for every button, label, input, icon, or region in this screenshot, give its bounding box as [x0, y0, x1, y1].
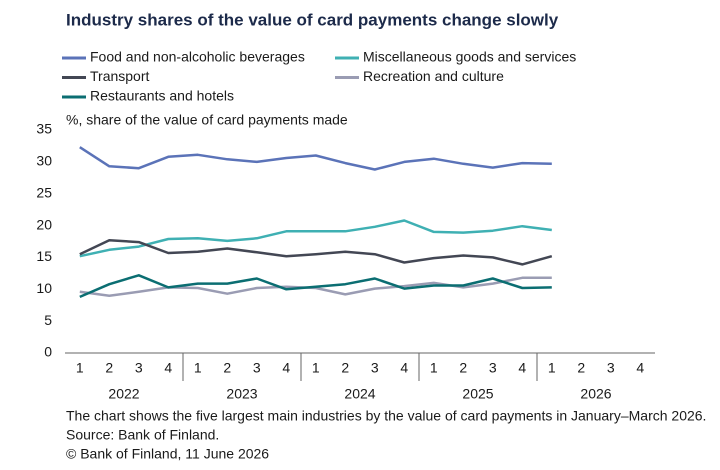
footnote: © Bank of Finland, 11 June 2026	[66, 446, 269, 462]
legend-label: Restaurants and hotels	[90, 88, 234, 104]
x-tick-label: 2	[105, 360, 113, 376]
series-line	[79, 238, 553, 266]
x-group-label: 2022	[108, 386, 139, 402]
x-tick-label: 4	[282, 360, 290, 376]
y-tick-label: 35	[36, 121, 52, 137]
y-tick-label: 0	[44, 344, 52, 360]
series-line	[79, 219, 552, 258]
x-tick-label: 2	[459, 360, 467, 376]
chart-title: Industry shares of the value of card pay…	[66, 10, 559, 29]
x-group-label: 2023	[226, 386, 257, 402]
x-tick-label: 1	[194, 360, 202, 376]
y-tick-label: 25	[36, 184, 52, 200]
x-tick-label: 1	[430, 360, 438, 376]
series-line	[79, 146, 552, 171]
legend-label: Food and non-alcoholic beverages	[90, 49, 305, 65]
x-group-label: 2026	[580, 386, 611, 402]
x-tick-label: 3	[371, 360, 379, 376]
legend-label: Transport	[90, 68, 150, 84]
series-line	[79, 274, 552, 299]
x-tick-label: 1	[76, 360, 84, 376]
x-tick-label: 4	[400, 360, 408, 376]
x-tick-label: 4	[518, 360, 526, 376]
footnote: Source: Bank of Finland.	[66, 427, 219, 443]
y-tick-label: 15	[36, 248, 52, 264]
x-tick-label: 3	[607, 360, 615, 376]
legend-label: Miscellaneous goods and services	[363, 49, 576, 65]
x-tick-label: 3	[489, 360, 497, 376]
x-tick-label: 1	[312, 360, 320, 376]
x-group-label: 2025	[462, 386, 493, 402]
x-tick-label: 3	[135, 360, 143, 376]
y-axis-label: %, share of the value of card payments m…	[66, 112, 348, 128]
legend-label: Recreation and culture	[363, 68, 504, 84]
y-tick-label: 10	[36, 280, 52, 296]
y-tick-label: 5	[44, 312, 52, 328]
x-tick-label: 4	[636, 360, 644, 376]
y-tick-label: 20	[36, 216, 52, 232]
x-tick-label: 2	[341, 360, 349, 376]
x-tick-label: 2	[223, 360, 231, 376]
x-group-label: 2024	[344, 386, 375, 402]
series-line	[79, 276, 552, 297]
x-tick-label: 4	[164, 360, 172, 376]
x-tick-label: 3	[253, 360, 261, 376]
x-tick-label: 2	[577, 360, 585, 376]
y-tick-label: 30	[36, 153, 52, 169]
footnote: The chart shows the five largest main in…	[66, 408, 706, 424]
x-tick-label: 1	[548, 360, 556, 376]
